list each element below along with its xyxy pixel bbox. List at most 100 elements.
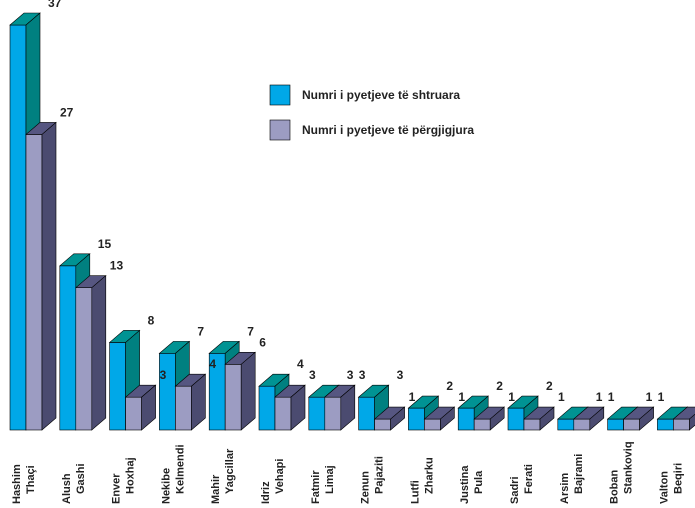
label-line: Ferati: [523, 464, 535, 494]
x-tick-label: Enver Hoxhaj: [111, 457, 137, 504]
value-label: 13: [110, 259, 124, 273]
x-tick-label: Fatmir Limaj: [310, 465, 336, 504]
label-line: Pajaziti: [374, 456, 386, 494]
value-label: 1: [409, 390, 416, 404]
value-label: 2: [496, 379, 503, 393]
bar-side: [489, 406, 505, 431]
bar-front: [507, 407, 525, 431]
value-label: 15: [98, 237, 112, 251]
bar-front: [457, 407, 475, 431]
bar-front: [75, 287, 93, 431]
label-line: Thaçi: [25, 465, 37, 494]
legend-label: Numri i pyetjeve të shtruara: [302, 88, 460, 102]
label-line: Stankoviq: [623, 441, 635, 494]
value-label: 1: [658, 390, 665, 404]
value-label: 3: [160, 368, 167, 382]
bar-front: [25, 134, 43, 431]
bar-side: [539, 406, 555, 431]
bar-side: [290, 384, 306, 431]
value-label: 4: [209, 357, 216, 371]
x-tick-label: Arsim Bajrami: [559, 454, 585, 504]
label-line: Beqiri: [672, 463, 684, 494]
bar-top: [672, 406, 695, 420]
value-label: 2: [446, 379, 453, 393]
label-line: Sadri: [509, 476, 521, 504]
value-label: 1: [608, 390, 615, 404]
value-label: 3: [347, 368, 354, 382]
bar-side: [440, 406, 455, 431]
value-label: 8: [148, 313, 155, 327]
bar-side: [340, 384, 356, 431]
x-tick-label: Idriz Vehapi: [260, 459, 286, 504]
bar-side: [390, 406, 405, 431]
x-tick-label: Hashim Thaçi: [11, 464, 37, 504]
label-line: Mahir: [210, 474, 222, 504]
bar-front: [308, 396, 326, 431]
bar-front: [573, 418, 591, 431]
label-line: Vehapi: [274, 459, 286, 494]
label-line: Valton: [658, 471, 670, 504]
bar-front: [374, 418, 391, 431]
bar-front: [324, 396, 342, 431]
bar-side: [141, 384, 156, 431]
label-line: Zenun: [360, 471, 372, 504]
value-label: 1: [458, 390, 465, 404]
bar-front: [175, 385, 192, 431]
bar-front: [224, 364, 242, 431]
bar-front: [125, 396, 142, 431]
x-tick-label: Boban Stankoviq: [609, 441, 635, 504]
bar-front: [258, 385, 276, 431]
bar-front: [623, 418, 640, 431]
value-label: 7: [197, 324, 204, 338]
label-line: Limaj: [324, 465, 336, 494]
bar-side: [41, 121, 57, 431]
label-line: Idriz: [260, 481, 272, 504]
legend-swatch: [269, 84, 291, 106]
x-tick-label: Zenun Pajaziti: [360, 456, 386, 504]
bar-front: [473, 418, 491, 431]
bar-front: [358, 396, 375, 431]
value-label: 1: [558, 390, 565, 404]
bar-front: [159, 353, 176, 431]
value-label: 4: [297, 357, 304, 371]
value-label: 2: [546, 379, 553, 393]
label-line: Hashim: [11, 464, 23, 504]
label-line: Enver: [111, 473, 123, 504]
x-tick-label: Mahir Yagcillar: [210, 448, 236, 504]
x-tick-label: Nekibe Kelmendi: [160, 444, 186, 504]
label-line: Lutfi: [409, 480, 421, 504]
bar-side: [191, 373, 206, 431]
bar-front: [424, 418, 441, 431]
bar-front: [657, 418, 674, 431]
x-tick-label: Sadri Ferati: [509, 464, 535, 504]
label-line: Kelmendi: [174, 444, 186, 494]
value-label: 3: [359, 368, 366, 382]
value-label: 1: [646, 390, 653, 404]
label-line: Hoxhaj: [125, 457, 137, 494]
bar-front: [673, 418, 690, 431]
value-label: 6: [259, 335, 266, 349]
bar-side: [589, 406, 605, 431]
label-line: Justina: [459, 465, 471, 504]
bar-front: [59, 265, 77, 431]
label-line: Boban: [609, 470, 621, 505]
value-label: 7: [247, 324, 254, 338]
label-line: Fatmir: [310, 470, 322, 504]
label-line: Bajrami: [573, 454, 585, 494]
value-label: 27: [60, 105, 74, 119]
label-line: Gashi: [75, 463, 87, 494]
legend-swatch: [269, 119, 291, 141]
value-label: 1: [508, 390, 515, 404]
value-label: 3: [309, 368, 316, 382]
label-line: Pula: [473, 470, 485, 494]
legend-label: Numri i pyetjeve të përgjigjura: [302, 123, 474, 137]
bar-front: [9, 24, 27, 431]
label-line: Alush: [61, 473, 73, 504]
value-label: 3: [397, 368, 404, 382]
bar-side: [240, 351, 256, 431]
label-line: Yagcillar: [224, 448, 236, 494]
label-line: Nekibe: [160, 468, 172, 504]
label-line: Arsim: [559, 473, 571, 504]
bar-front: [607, 418, 624, 431]
